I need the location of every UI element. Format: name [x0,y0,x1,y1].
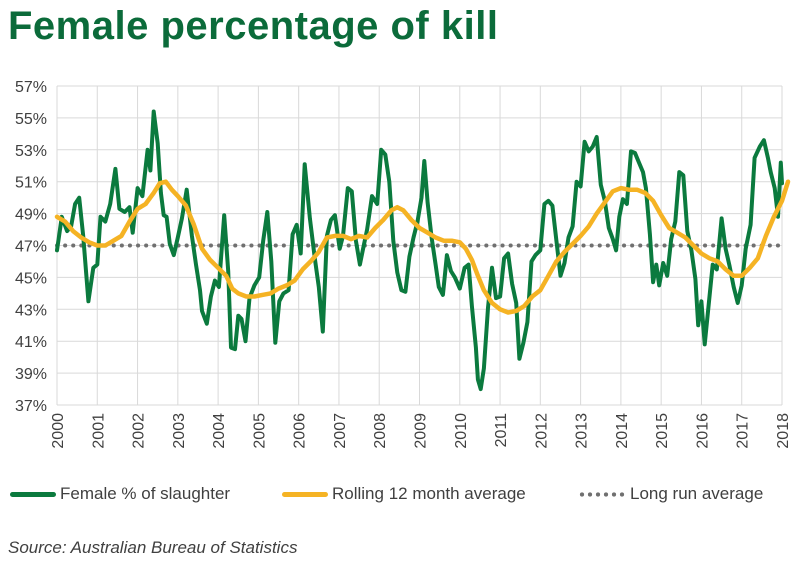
legend-swatch-yellow [282,491,328,497]
x-tick-label: 2000 [50,413,67,449]
x-tick-label: 2017 [735,413,752,449]
legend-item-long-run-average: Long run average [578,484,763,504]
x-tick-label: 2011 [493,413,510,448]
x-tick-label: 2010 [453,413,470,449]
legend-label: Rolling 12 month average [332,484,526,503]
chart-title: Female percentage of kill [8,4,499,48]
x-tick-label: 2013 [574,413,591,449]
legend-item-female-slaughter: Female % of slaughter [10,484,230,504]
x-tick-label: 2015 [654,413,671,449]
legend-label: Long run average [630,484,764,503]
y-tick-label: 39% [15,366,47,383]
y-tick-label: 51% [15,175,47,192]
legend-swatch-green [10,491,56,497]
y-tick-label: 43% [15,302,47,319]
x-tick-label: 2005 [251,413,268,449]
series-line-1 [54,179,791,315]
x-tick-label: 2018 [775,413,792,449]
x-tick-label: 2002 [131,413,148,449]
source-note: Source: Australian Bureau of Statistics [8,538,298,557]
y-tick-label: 41% [15,334,47,351]
legend-label: Female % of slaughter [60,484,231,503]
x-tick-label: 2012 [533,413,550,449]
y-tick-label: 47% [15,239,47,256]
x-tick-label: 2006 [292,413,309,449]
y-tick-label: 37% [15,398,47,415]
legend-swatch-dotted [578,491,626,497]
line-chart: 37%39%41%43%45%47%49%51%53%55%57% 2000 20… [15,79,792,449]
x-tick-label: 2016 [694,413,711,449]
x-tick-label: 2004 [211,413,228,449]
series-group [54,109,791,392]
y-tick-label: 49% [15,207,47,224]
y-tick-label: 53% [15,143,47,160]
y-tick-label: 57% [15,79,47,96]
legend: Female % of slaughter Rolling 12 month a… [10,484,790,508]
y-tick-label: 55% [15,111,47,128]
x-tick-label: 2001 [90,413,107,449]
x-tick-label: 2008 [372,413,389,449]
x-tick-label: 2009 [413,413,430,449]
x-tick-label: 2007 [332,413,349,449]
y-axis-ticks: 37% 39% 41% 43% 45% 47% 49% 51% 53% 55% 57% [15,79,47,415]
legend-item-rolling-average: Rolling 12 month average [282,484,526,504]
y-tick-label: 45% [15,270,47,287]
x-axis-ticks: 2000 2001 2002 2003 2004 2005 2006 2007 2008 2009… [50,413,792,449]
x-tick-label: 2014 [614,413,631,449]
x-tick-label: 2003 [171,413,188,449]
